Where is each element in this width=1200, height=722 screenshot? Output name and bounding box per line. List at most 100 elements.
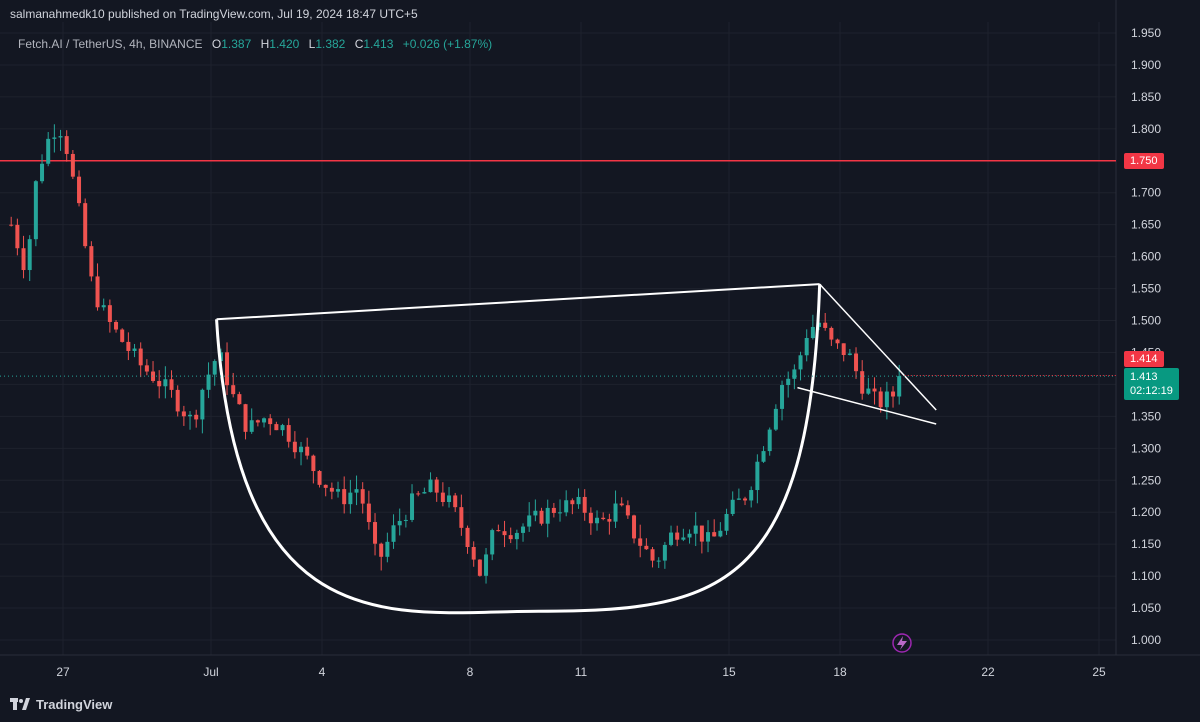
candle-body [157, 380, 162, 387]
tradingview-brand[interactable]: TradingView [10, 694, 112, 714]
lightning-icon[interactable] [892, 633, 912, 653]
time-tick-label: Jul [203, 665, 218, 679]
symbol-legend[interactable]: Fetch.AI / TetherUS, 4h, BINANCE O1.387 … [18, 37, 492, 51]
cup-rim-line [216, 283, 820, 321]
lightning-icon-ring [892, 633, 912, 653]
candle-body [262, 418, 267, 423]
handle-upper-line [819, 283, 937, 411]
candle-body [798, 355, 803, 370]
candle-body [564, 500, 569, 513]
candle-body [743, 498, 748, 501]
candle-body [237, 394, 242, 405]
candle-body [693, 525, 698, 534]
candle-body [373, 522, 378, 544]
candle-body [336, 489, 341, 492]
symbol-name: Fetch.AI / TetherUS, 4h, BINANCE [18, 37, 203, 51]
candle-body [268, 418, 273, 425]
candle-body [724, 513, 729, 531]
cup-curve [215, 284, 822, 615]
cup-and-handle-drawing[interactable] [215, 283, 937, 615]
candle-body [33, 181, 38, 240]
candle-body [459, 507, 464, 528]
candle-body [644, 545, 649, 550]
candle-body [675, 532, 680, 540]
candle-body [323, 484, 328, 488]
candle-body [823, 322, 828, 328]
candle-body [305, 446, 310, 456]
candle-body [255, 420, 260, 423]
candle-body [570, 500, 575, 505]
candle-body [533, 510, 538, 516]
candle-body [428, 479, 433, 493]
candle-body [804, 337, 809, 356]
candle-body [385, 541, 390, 557]
price-tick-label: 1.700 [1131, 186, 1161, 200]
candle-body [656, 560, 661, 562]
candle-body [780, 385, 785, 409]
price-tick-label: 1.850 [1131, 90, 1161, 104]
change-value: +0.026 (+1.87%) [402, 37, 493, 51]
candle-body [718, 530, 723, 537]
candle-body [181, 411, 186, 417]
candle-body [348, 492, 353, 505]
candle-body [773, 408, 778, 430]
candle-countdown: 02:12:19 [1130, 385, 1173, 397]
candle-body [527, 515, 532, 527]
candle-body [878, 391, 883, 408]
candle-body [360, 489, 365, 504]
price-tick-label: 1.800 [1131, 122, 1161, 136]
candle-body [761, 451, 766, 462]
price-tick-label: 1.150 [1131, 537, 1161, 551]
candle-body [484, 554, 489, 576]
candle-body [151, 371, 156, 381]
candle-body [502, 531, 507, 536]
candle-body [440, 492, 445, 502]
last-price-tag: 1.413 02:12:19 [1124, 368, 1179, 400]
close-value: 1.413 [363, 37, 394, 51]
candle-body [434, 479, 439, 493]
candle-body [465, 527, 470, 548]
price-axis[interactable]: 1.000 1.050 1.100 1.150 1.200 1.250 1.300 1.350… [1131, 26, 1161, 647]
candle-body [175, 389, 180, 412]
candle-body [490, 530, 495, 555]
candle-body [379, 543, 384, 557]
candle-body [866, 388, 871, 394]
time-tick-label: 18 [833, 665, 847, 679]
candle-body [286, 425, 291, 442]
candle-body [699, 525, 704, 542]
time-tick-label: 25 [1092, 665, 1106, 679]
candle-body [299, 446, 304, 453]
candle-body [872, 388, 877, 392]
candle-body [126, 341, 131, 351]
candle-body [471, 547, 476, 560]
time-tick-label: 15 [722, 665, 736, 679]
candlestick-series [9, 124, 902, 584]
price-tick-label: 1.650 [1131, 218, 1161, 232]
price-tick-label: 1.250 [1131, 473, 1161, 487]
candle-body [15, 224, 20, 249]
candle-body [841, 343, 846, 356]
candle-body [391, 525, 396, 542]
candle-body [496, 530, 501, 532]
candle-body [860, 371, 865, 394]
candle-body [188, 414, 193, 417]
candle-body [792, 369, 797, 379]
time-tick-label: 8 [467, 665, 474, 679]
time-tick-label: 22 [981, 665, 995, 679]
high-label: H [260, 37, 270, 51]
candle-body [58, 136, 63, 138]
candle-body [453, 495, 458, 508]
candle-body [194, 414, 199, 420]
candle-body [101, 305, 106, 308]
candle-body [225, 352, 230, 386]
candle-body [132, 348, 137, 351]
candle-body [508, 535, 513, 540]
candle-body [576, 496, 581, 505]
candle-body [89, 246, 94, 277]
time-axis[interactable]: 27 Jul 4 8 11 15 18 22 25 [56, 665, 1106, 679]
candle-body [144, 365, 149, 372]
candle-body [21, 248, 26, 271]
last-price-value: 1.413 [1130, 371, 1158, 383]
low-value: 1.382 [315, 37, 346, 51]
